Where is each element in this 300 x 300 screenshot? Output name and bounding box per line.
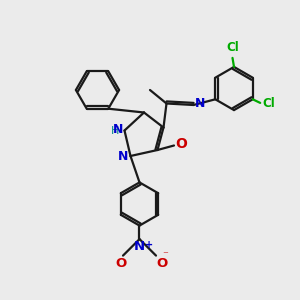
Text: N: N [118, 150, 128, 163]
Text: N: N [134, 240, 145, 253]
Text: H: H [111, 125, 119, 136]
Text: N: N [195, 97, 205, 110]
Text: Cl: Cl [262, 97, 275, 110]
Text: ⁻: ⁻ [163, 250, 169, 260]
Text: N: N [113, 123, 123, 136]
Text: Cl: Cl [226, 41, 239, 54]
Text: O: O [157, 257, 168, 270]
Text: O: O [176, 137, 188, 151]
Text: +: + [145, 240, 153, 250]
Text: O: O [116, 257, 127, 270]
